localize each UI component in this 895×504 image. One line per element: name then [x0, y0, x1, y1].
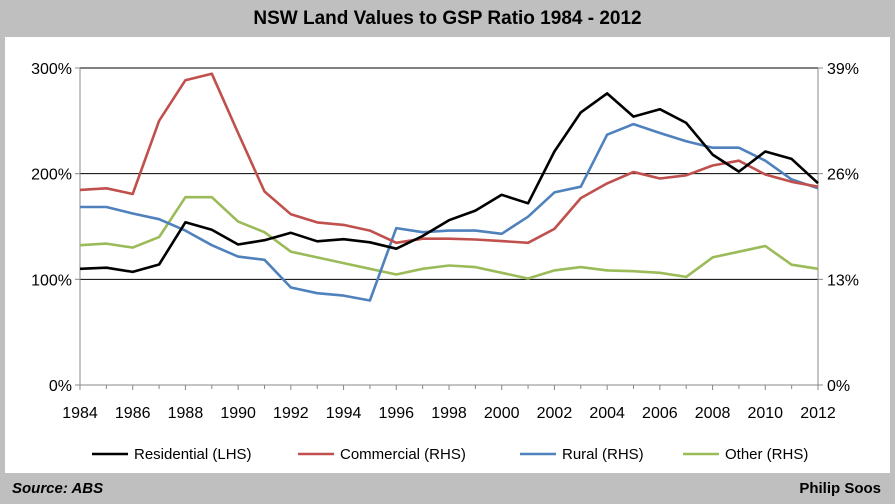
- grid-layer: [80, 67, 818, 280]
- x-tick-label: 2006: [642, 405, 678, 422]
- x-tick-label: 2002: [537, 405, 573, 422]
- x-tick-label: 1984: [62, 405, 98, 422]
- chart-title: NSW Land Values to GSP Ratio 1984 - 2012: [253, 8, 642, 29]
- x-tick-label: 1992: [273, 405, 309, 422]
- y-left-tick-label: 300%: [31, 61, 72, 78]
- author-credit: Philip Soos: [799, 480, 881, 497]
- y-left-tick-label: 0%: [49, 378, 72, 395]
- x-tick-label: 2012: [800, 405, 836, 422]
- series-layer: [79, 72, 819, 302]
- legend-label-other: Other (RHS): [725, 446, 808, 463]
- x-tick-label: 2010: [747, 405, 783, 422]
- legend-label-residential: Residential (LHS): [134, 446, 252, 463]
- y-right-tick-label: 13%: [827, 272, 859, 289]
- x-tick-label: 1996: [378, 405, 414, 422]
- x-tick-label: 1994: [326, 405, 362, 422]
- source-note: Source: ABS: [12, 480, 104, 497]
- y-left-tick-label: 200%: [31, 167, 72, 184]
- legend-label-commercial: Commercial (RHS): [340, 446, 466, 463]
- x-tick-label: 1990: [220, 405, 256, 422]
- x-tick-label: 1986: [115, 405, 151, 422]
- x-tick-label: 2004: [589, 405, 625, 422]
- series-line-rural: [80, 122, 819, 302]
- y-right-tick-label: 26%: [827, 167, 859, 184]
- x-tick-label: 1998: [431, 405, 467, 422]
- legend-label-rural: Rural (RHS): [562, 446, 644, 463]
- legend: Residential (LHS) Commercial (RHS) Rural (…: [92, 446, 808, 463]
- axis-layer: 0% 0% 100% 13% 200% 26% 300% 39% 1984 1986 1988 199…: [31, 61, 859, 422]
- series-line-other: [79, 195, 819, 280]
- x-tick-label: 2000: [484, 405, 520, 422]
- y-left-tick-label: 100%: [31, 272, 72, 289]
- y-right-tick-label: 39%: [827, 61, 859, 78]
- series-line-commercial: [79, 72, 819, 245]
- series-line-residential: [79, 92, 819, 274]
- plot-panel: [5, 37, 890, 473]
- x-tick-label: 2008: [695, 405, 731, 422]
- y-right-tick-label: 0%: [827, 378, 850, 395]
- x-tick-label: 1988: [168, 405, 204, 422]
